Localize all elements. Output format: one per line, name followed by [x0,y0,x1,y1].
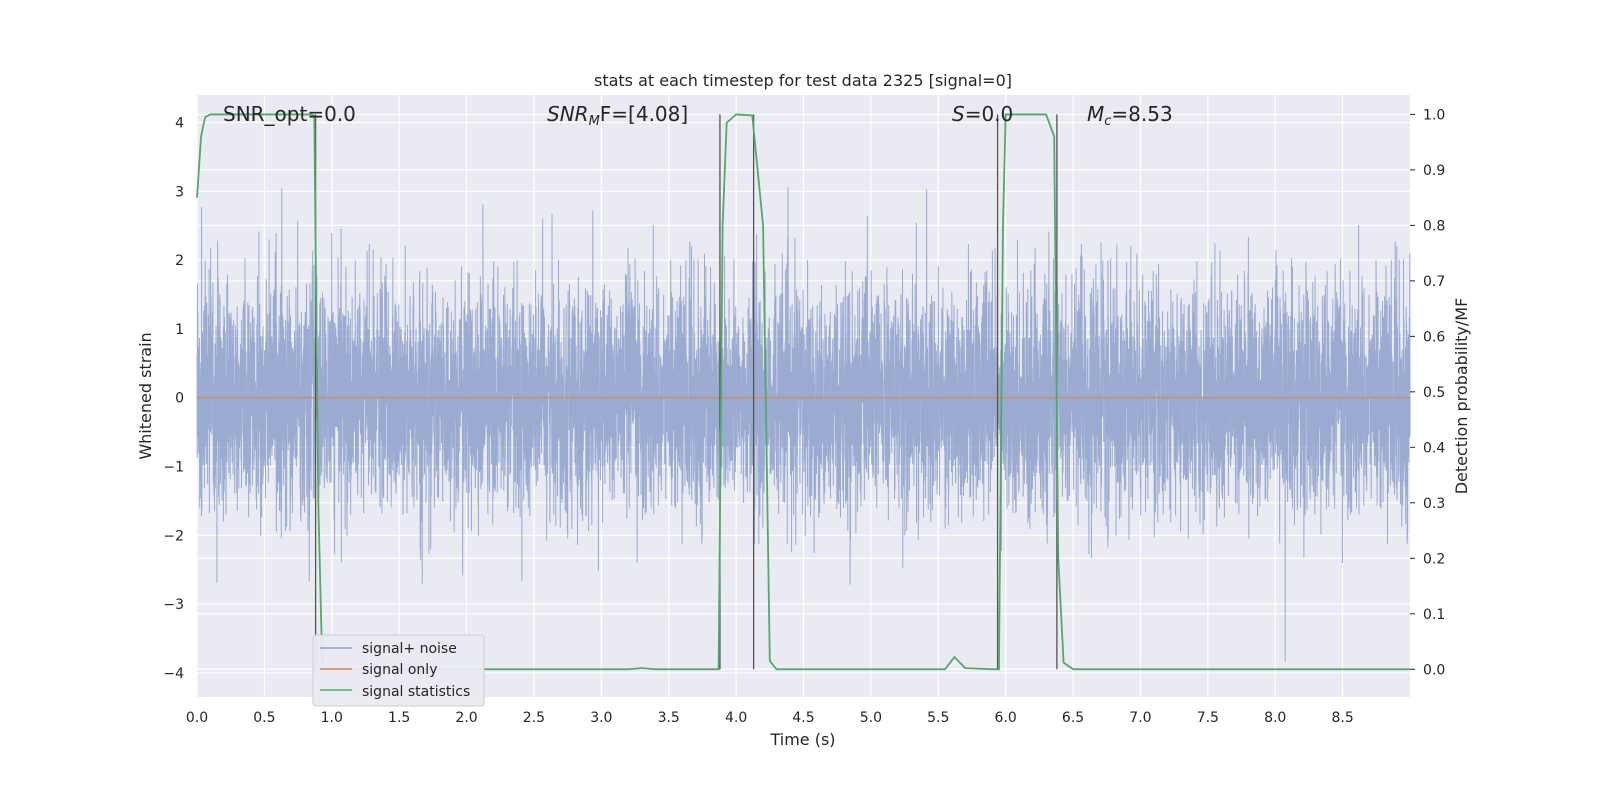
x-tick-label: 8.0 [1264,710,1286,726]
y-right-tick-label: 0.6 [1423,329,1445,345]
y-right-tick-label: 0.0 [1423,662,1445,678]
y-right-tick-label: 0.3 [1423,496,1445,512]
y-left-tick-label: 0 [175,391,184,407]
x-tick-label: 0.0 [186,710,208,726]
y-left-tick-label: 4 [175,116,184,132]
y-left-tick-label: −2 [163,528,184,544]
y-right-tick-label: 0.5 [1423,385,1445,401]
y-right-tick-label: 0.8 [1423,218,1445,234]
legend: signal+ noise signal only signal statist… [312,634,485,707]
signal-statistics-series [196,113,1410,671]
y-left-tick-label: −4 [163,666,184,682]
y-right-axis-label: Detection probability/MF [1452,298,1471,495]
y-left-axis-label: Whitened strain [136,332,155,459]
x-tick-label: 0.5 [253,710,275,726]
x-tick-label: 4.0 [725,710,747,726]
x-tick-label: 2.5 [523,710,545,726]
x-tick-label: 5.5 [927,710,949,726]
annotation-snr-opt: SNR_opt=0.0 [223,102,356,126]
x-tick-label: 3.0 [590,710,612,726]
x-tick-label: 1.0 [321,710,343,726]
annotation-snr-mf: SNRMF=[4.08] [547,102,688,129]
y-left-tick-label: −1 [163,460,184,476]
legend-label-noise: signal+ noise [362,641,457,657]
x-tick-label: 6.0 [995,710,1017,726]
y-left-tick-label: 1 [175,322,184,338]
x-tick-label: 7.5 [1197,710,1219,726]
x-tick-label: 7.0 [1129,710,1151,726]
y-right-tick-labels: 1.0 0.9 0.8 0.7 0.6 0.5 0.4 0.3 0.2 0.1 0.0 [1410,107,1445,678]
y-right-tick-label: 0.9 [1423,163,1445,179]
legend-box [312,634,485,707]
y-left-tick-labels: 4 3 2 1 0 −1 −2 −3 −4 [163,116,184,682]
y-right-tick-label: 0.1 [1423,607,1445,623]
x-tick-label: 5.0 [860,710,882,726]
x-tick-label: 6.5 [1062,710,1084,726]
signal-noise-line [196,187,1411,662]
annotation-mc: Mc=8.53 [1087,102,1173,129]
x-tick-labels: 0.0 0.5 1.0 1.5 2.0 2.5 3.0 3.5 4.0 4.5 5.0 5.5 6.0 6… [186,710,1354,726]
x-axis-label: Time (s) [769,730,835,749]
legend-label-signal-only: signal only [362,662,437,678]
y-left-tick-label: 3 [175,184,184,200]
x-tick-label: 2.0 [455,710,477,726]
chart-title: stats at each timestep for test data 232… [594,71,1012,90]
x-tick-label: 3.5 [658,710,680,726]
signal-statistics-line [196,113,1410,671]
signal-noise-series [196,187,1411,662]
legend-label-statistics: signal statistics [362,684,470,700]
x-tick-label: 4.5 [792,710,814,726]
y-right-tick-label: 0.2 [1423,551,1445,567]
x-tick-label: 1.5 [388,710,410,726]
y-right-tick-label: 0.7 [1423,274,1445,290]
annotation-s: S=0.0 [952,102,1013,126]
y-right-tick-label: 1.0 [1423,107,1445,123]
y-left-tick-label: −3 [163,597,184,613]
y-left-tick-label: 2 [175,253,184,269]
y-right-tick-label: 0.4 [1423,440,1445,456]
x-tick-label: 8.5 [1331,710,1353,726]
